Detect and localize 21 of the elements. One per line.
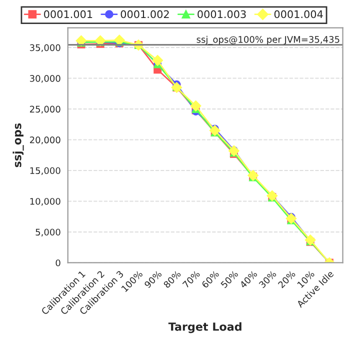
legend-label: 0001.002 [120,10,169,18]
y-tick-label: 20,000 [30,136,60,144]
point [190,100,202,112]
point [209,125,220,136]
point [152,55,164,66]
y-tick-label: 25,000 [30,106,60,114]
x-axis-title: Target Load [168,322,242,334]
y-tick-label: 35,000 [30,44,60,52]
legend-label: 0001.003 [198,10,246,18]
y-tick-label: 5,000 [36,228,60,236]
y-tick-label: 0 [56,259,60,266]
y-tick-label: 10,000 [30,198,60,206]
y-axis-title: ssj_ops [12,123,24,168]
point [114,34,125,46]
y-tick-label: 15,000 [30,167,60,175]
point [248,170,258,181]
legend-label: 0001.001 [44,10,92,18]
point [286,213,297,224]
ref-line-label: ssj_ops@100% per JVM=35,435 [196,36,340,45]
legend-label: 0001.004 [274,10,323,18]
y-tick-label: 30,000 [30,74,60,83]
